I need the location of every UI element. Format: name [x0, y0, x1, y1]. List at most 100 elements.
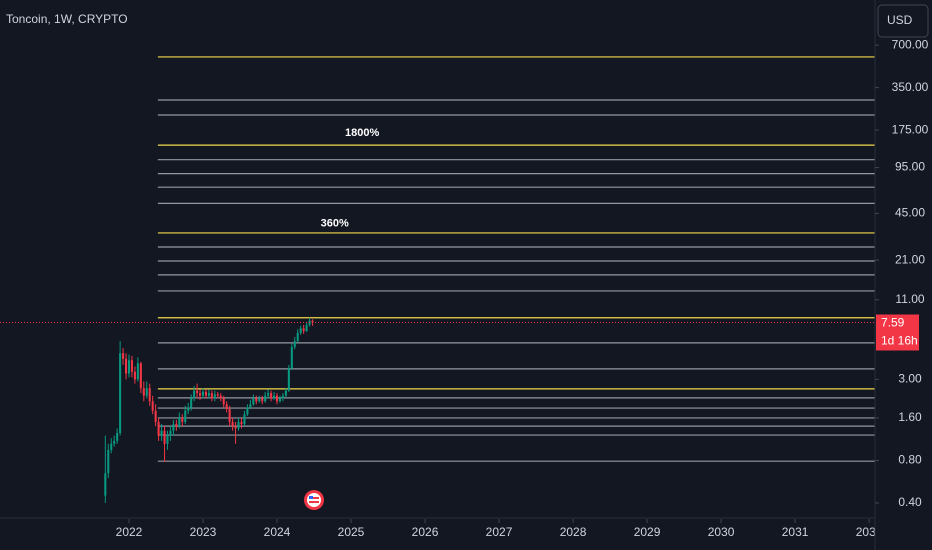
event-icon-canton — [309, 496, 313, 499]
x-tick-label: 2023 — [190, 525, 217, 539]
candle-body — [199, 393, 202, 396]
candle-body — [201, 391, 205, 396]
candle-body — [293, 341, 296, 347]
y-tick-label: 21.00 — [895, 252, 925, 266]
candle-body — [169, 430, 172, 436]
currency-label[interactable]: USD — [887, 13, 913, 27]
candle-body — [116, 433, 119, 441]
candle-body — [231, 421, 234, 427]
price-axis: 700.00 350.00 175.00 95.00 45.00 21.00 11.00 3.… — [875, 37, 929, 509]
candle-body — [287, 368, 290, 391]
y-tick-label: 0.40 — [898, 495, 922, 509]
y-tick-label: 1.60 — [898, 410, 922, 424]
level-annotation: 360% — [321, 218, 349, 230]
countdown-label: 1d 16h — [881, 334, 918, 348]
candle-body — [258, 398, 261, 402]
candle-body — [172, 423, 175, 431]
event-icon-stripe — [309, 497, 319, 499]
candle-body — [275, 395, 279, 402]
candle-body — [302, 328, 305, 332]
candle-body — [281, 395, 284, 399]
candle-body — [273, 395, 276, 399]
y-tick-label: 0.80 — [898, 453, 922, 467]
candle-body — [264, 395, 267, 402]
candle-body — [296, 332, 299, 342]
candle-body — [142, 388, 145, 396]
level-annotation: 1800% — [345, 127, 379, 139]
candle-body — [193, 390, 196, 399]
candle-body — [181, 417, 184, 422]
candle-body — [204, 391, 208, 396]
y-tick-label: 350.00 — [892, 80, 929, 94]
candle-body — [249, 404, 252, 408]
candle-body — [290, 346, 293, 369]
x-tick-label: 2030 — [708, 525, 735, 539]
candle-body — [234, 426, 237, 429]
y-tick-label: 11.00 — [895, 292, 924, 306]
candle-body — [133, 371, 136, 380]
candle-body — [225, 404, 228, 410]
candle-body — [104, 473, 107, 496]
candle-body — [157, 421, 160, 436]
candle-body — [255, 398, 258, 402]
candle-body — [113, 440, 116, 444]
candle-body — [261, 398, 264, 402]
candle-body — [110, 443, 113, 450]
candle-body — [187, 407, 190, 411]
plot-area: 1800% 360% — [0, 56, 875, 503]
candle-body — [145, 388, 148, 396]
candle-body — [222, 398, 225, 405]
candle-body — [243, 414, 246, 424]
candle-body — [246, 407, 249, 415]
candle-body — [148, 388, 151, 402]
candle-body — [184, 410, 187, 422]
candle-body — [107, 449, 110, 474]
x-tick-label: 2026 — [412, 525, 439, 539]
candle-body — [207, 393, 210, 396]
candle-body — [240, 421, 243, 424]
y-tick-label: 175.00 — [892, 122, 929, 136]
candle-body — [284, 390, 287, 396]
event-icon-flag[interactable] — [307, 493, 321, 507]
last-price-label: 7.59 — [881, 316, 905, 330]
candle-body — [190, 398, 193, 408]
y-tick-label: 700.00 — [892, 37, 929, 51]
candle-body — [278, 398, 282, 402]
candle-body — [119, 353, 122, 434]
candle-body — [219, 395, 222, 399]
x-tick-label: 2029 — [634, 525, 661, 539]
candle-body — [210, 393, 213, 399]
y-tick-label: 45.00 — [895, 206, 925, 220]
x-tick-label: 2025 — [338, 525, 365, 539]
x-tick-label: 2024 — [264, 525, 291, 539]
x-tick-label: 2031 — [782, 525, 809, 539]
x-tick-label: 2028 — [560, 525, 587, 539]
candle-body — [154, 410, 157, 422]
candle-body — [267, 393, 270, 396]
chart-title: Toncoin, 1W, CRYPTO — [6, 12, 128, 26]
candle-body — [175, 423, 178, 427]
candle-body — [216, 394, 219, 396]
candle-body — [237, 421, 240, 429]
candle-body — [228, 409, 231, 422]
candle-body — [122, 353, 125, 359]
time-axis: 2022 2023 2024 2025 2026 2027 2028 2029 2030 2031… — [0, 517, 883, 539]
event-icon[interactable] — [304, 490, 324, 510]
last-price-badge — [876, 314, 919, 351]
event-icon-stripe — [309, 501, 319, 503]
candle-body — [139, 363, 142, 389]
candle-body — [311, 320, 314, 323]
candle-body — [127, 360, 131, 374]
candle-body — [136, 363, 139, 380]
x-tick-label: 2022 — [116, 525, 143, 539]
candle-body — [125, 358, 128, 374]
y-tick-label: 3.00 — [898, 372, 922, 386]
x-tick-label: 2027 — [486, 525, 513, 539]
candle-body — [166, 435, 169, 444]
candle-body — [213, 394, 216, 399]
candle-body — [130, 360, 133, 372]
candle-body — [151, 401, 154, 411]
currency-button[interactable] — [877, 4, 929, 38]
candle-body — [196, 390, 199, 394]
